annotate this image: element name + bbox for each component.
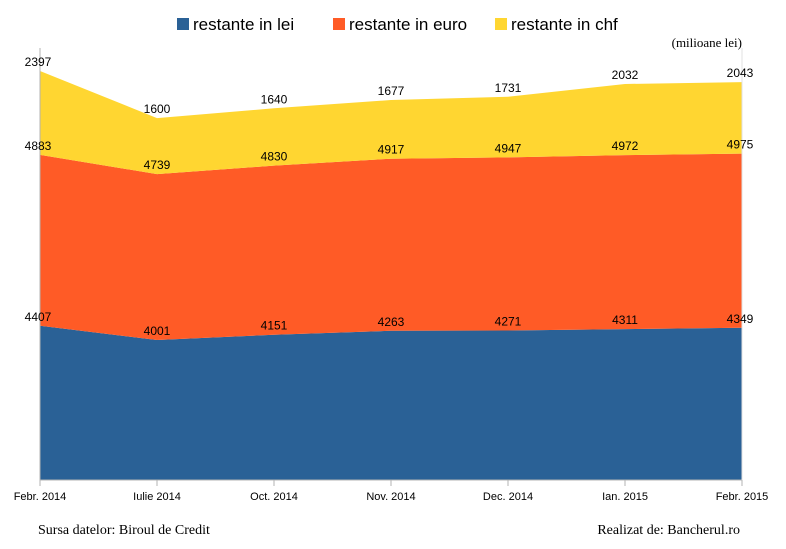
unit-note: (milioane lei) xyxy=(672,35,742,50)
data-label-restante-in-euro: 4917 xyxy=(378,143,405,157)
legend-swatch-restante-in-chf xyxy=(495,18,507,30)
x-tick-label: Dec. 2014 xyxy=(483,491,533,503)
legend: restante in lei restante in euro restante … xyxy=(177,15,618,34)
source-note: Sursa datelor: Biroul de Credit xyxy=(38,523,210,538)
data-label-restante-in-chf: 1677 xyxy=(378,84,405,98)
data-label-restante-in-euro: 4947 xyxy=(495,141,522,155)
data-label-restante-in-lei: 4407 xyxy=(25,310,52,324)
legend-label-restante-in-lei: restante in lei xyxy=(193,15,294,34)
area-restante-in-lei xyxy=(40,325,742,480)
axes: Febr. 2014 Iulie 2014 Oct. 2014 Nov. 2014 De… xyxy=(14,48,769,503)
x-tick-label: Nov. 2014 xyxy=(366,491,415,503)
data-label-restante-in-lei: 4151 xyxy=(261,319,288,333)
data-label-restante-in-euro: 4830 xyxy=(261,150,288,164)
data-label-restante-in-chf: 1731 xyxy=(495,81,522,95)
area-restante-in-chf xyxy=(40,70,742,175)
x-tick-label: Oct. 2014 xyxy=(250,491,298,503)
data-label-restante-in-euro: 4883 xyxy=(25,139,52,153)
x-tick-label: Ian. 2015 xyxy=(602,491,648,503)
area-restante-in-euro xyxy=(40,153,742,340)
data-label-restante-in-euro: 4972 xyxy=(612,139,639,153)
data-label-restante-in-euro: 4739 xyxy=(144,158,171,172)
series-areas xyxy=(40,70,742,480)
data-label-restante-in-chf: 1600 xyxy=(144,102,171,116)
data-label-restante-in-lei: 4311 xyxy=(612,313,638,327)
data-label-restante-in-lei: 4271 xyxy=(495,315,522,329)
x-tick-label: Iulie 2014 xyxy=(133,491,181,503)
data-labels: 4407 4001 4151 4263 4271 4311 4349 4883 4739 4830… xyxy=(25,55,754,338)
data-label-restante-in-chf: 2043 xyxy=(727,66,754,80)
legend-swatch-restante-in-lei xyxy=(177,18,189,30)
legend-label-restante-in-chf: restante in chf xyxy=(511,15,618,34)
credit-note: Realizat de: Bancherul.ro xyxy=(597,523,740,538)
x-tick-label: Febr. 2015 xyxy=(716,491,769,503)
legend-label-restante-in-euro: restante in euro xyxy=(349,15,467,34)
data-label-restante-in-chf: 1640 xyxy=(261,92,288,106)
data-label-restante-in-lei: 4263 xyxy=(378,315,405,329)
data-label-restante-in-chf: 2032 xyxy=(612,68,639,82)
data-label-restante-in-lei: 4001 xyxy=(144,324,171,338)
data-label-restante-in-chf: 2397 xyxy=(25,55,52,69)
data-label-restante-in-euro: 4975 xyxy=(727,138,754,152)
data-label-restante-in-lei: 4349 xyxy=(727,312,754,326)
legend-swatch-restante-in-euro xyxy=(333,18,345,30)
x-tick-label: Febr. 2014 xyxy=(14,491,67,503)
